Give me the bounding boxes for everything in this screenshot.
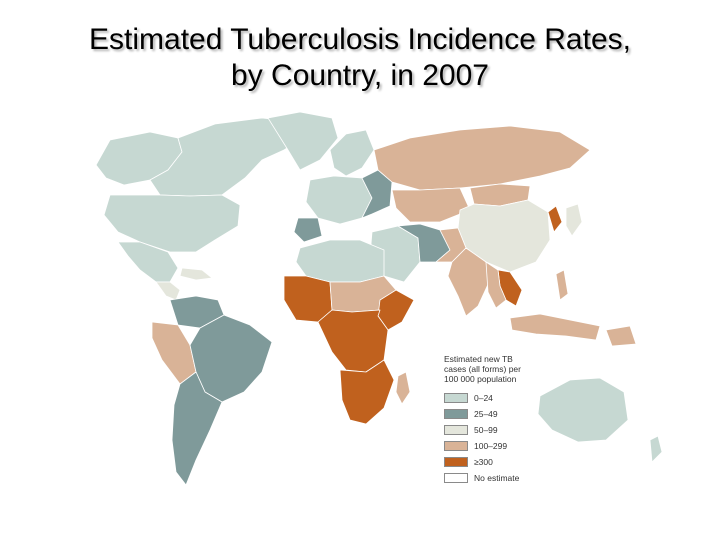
legend-label: 100–299 (474, 441, 508, 451)
legend-swatch (444, 473, 468, 483)
legend-item-no-estimate: No estimate (444, 472, 519, 484)
region-korea-japan (547, 205, 563, 233)
legend-swatch (444, 425, 468, 435)
legend-label: 50–99 (474, 425, 498, 435)
region-brazil (189, 314, 273, 403)
legend-item-300-plus: ≥300 (444, 456, 493, 468)
region-papua (605, 325, 637, 347)
legend-item-50-99: 50–99 (444, 424, 498, 436)
region-central-africa (317, 309, 389, 373)
legend-title-line1: Estimated new TB (444, 354, 513, 364)
region-argentina-chile (171, 371, 223, 486)
region-scandinavia (329, 129, 375, 177)
region-usa (103, 194, 241, 253)
region-southern-africa (339, 359, 395, 425)
region-kazakhstan-central-asia (391, 187, 471, 223)
legend-swatch (444, 393, 468, 403)
region-central-america (155, 281, 181, 301)
legend-swatch (444, 441, 468, 451)
legend-swatch (444, 457, 468, 467)
region-caribbean (179, 267, 213, 281)
legend-item-25-49: 25–49 (444, 408, 498, 420)
legend-label: 0–24 (474, 393, 493, 403)
region-greenland (267, 111, 339, 171)
region-western-europe (305, 175, 373, 225)
region-russia (373, 125, 591, 191)
legend-label: 25–49 (474, 409, 498, 419)
region-peru-bolivia (151, 321, 197, 385)
region-iberia (293, 217, 323, 243)
legend-title: Estimated new TB cases (all forms) per 1… (444, 354, 564, 384)
legend-label: ≥300 (474, 457, 493, 467)
map-title-line1: Estimated Tuberculosis Incidence Rates, (89, 23, 631, 56)
region-indonesia (509, 313, 601, 341)
region-indochina (485, 261, 507, 309)
region-new-zealand (649, 435, 663, 463)
map-title-line2: by Country, in 2007 (231, 59, 489, 92)
region-west-africa (283, 275, 333, 323)
region-japan (565, 203, 583, 237)
region-north-africa (295, 239, 385, 283)
region-madagascar (395, 371, 411, 405)
legend-title-line2: cases (all forms) per (444, 364, 521, 374)
legend-swatch (444, 409, 468, 419)
region-australia (537, 377, 629, 443)
legend-item-0-24: 0–24 (444, 392, 493, 404)
legend-label: No estimate (474, 473, 520, 483)
region-philippines (555, 269, 569, 301)
region-india (447, 247, 491, 317)
legend-item-100-299: 100–299 (444, 440, 507, 452)
map-title: Estimated Tuberculosis Incidence Rates, … (0, 22, 720, 94)
legend-title-line3: 100 000 population (444, 374, 517, 384)
